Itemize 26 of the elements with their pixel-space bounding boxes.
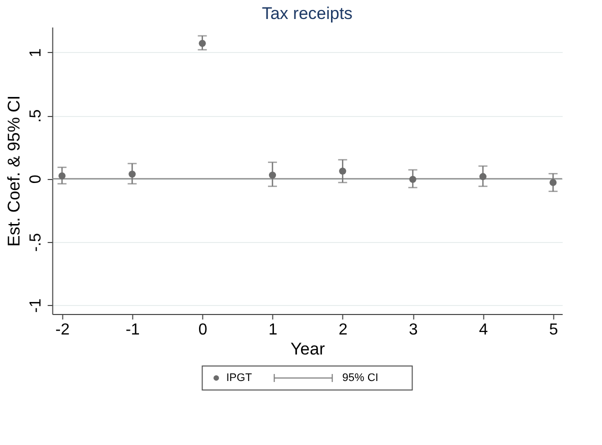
legend-label: IPGT xyxy=(226,372,252,384)
x-tick-label: 2 xyxy=(338,322,348,338)
y-tick-label: .5 xyxy=(28,109,45,123)
point xyxy=(198,40,206,47)
point xyxy=(550,178,557,186)
point xyxy=(268,172,276,179)
point xyxy=(339,168,346,175)
point xyxy=(409,176,416,183)
y-tick-label: -1 xyxy=(28,298,45,313)
x-axis-title: Year xyxy=(290,340,326,358)
x-tick-label: -2 xyxy=(55,322,70,338)
y-axis-title: Est. Coef. & 95% CI xyxy=(4,95,24,247)
x-tick-label: 5 xyxy=(549,322,558,338)
point xyxy=(128,170,136,178)
x-tick-label: 4 xyxy=(478,322,488,338)
x-tick-label: 0 xyxy=(198,322,208,338)
point xyxy=(479,173,486,180)
point xyxy=(58,172,66,180)
x-tick-label: 1 xyxy=(268,322,278,338)
y-tick-label: 0 xyxy=(28,174,45,184)
chart-title: Tax receipts xyxy=(262,4,353,23)
y-tick-label: 1 xyxy=(28,48,45,58)
y-tick-label: -.5 xyxy=(28,232,45,252)
x-tick-label: 3 xyxy=(408,322,418,338)
text: 95% CI xyxy=(342,372,378,384)
x-tick-label: -1 xyxy=(126,322,140,338)
